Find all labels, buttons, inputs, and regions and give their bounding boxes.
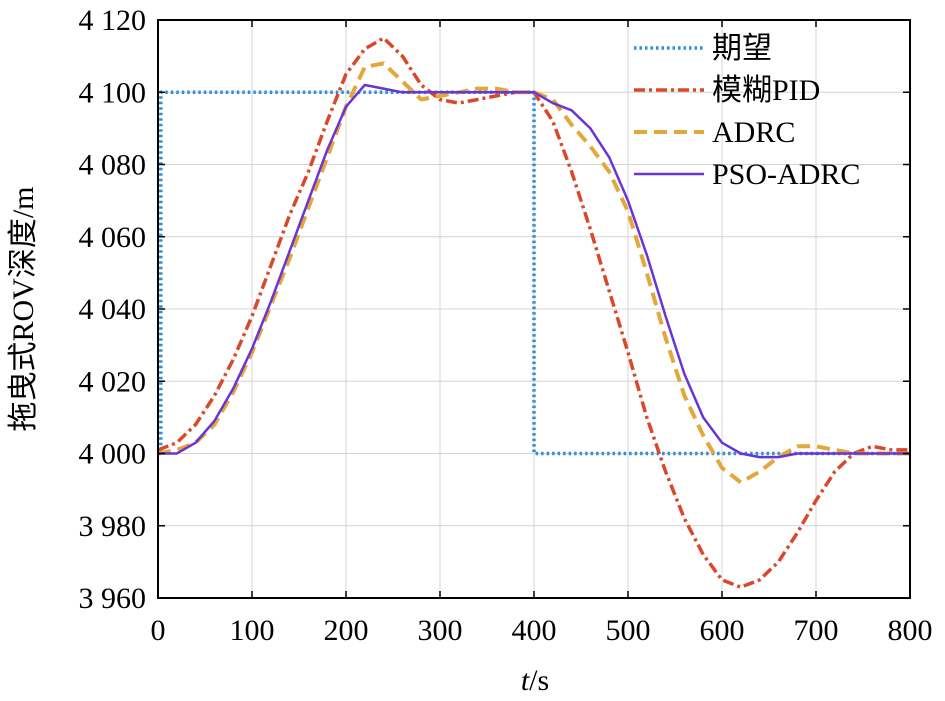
x-axis-title-unit: /s: [529, 664, 549, 697]
y-tick-label: 4 020: [79, 365, 147, 398]
legend-label: ADRC: [712, 116, 795, 149]
axis-ticks: [157, 19, 911, 599]
y-tick-label: 4 060: [79, 221, 147, 254]
x-tick-label: 800: [888, 614, 933, 647]
y-tick-label: 4 000: [79, 438, 147, 471]
x-tick-label: 500: [606, 614, 651, 647]
series-line-3: [157, 61, 910, 485]
x-tick-label: 400: [512, 614, 557, 647]
tick-labels: 0 100 200 300 400 500 600 700 800 3 960 3 980 4 000…: [79, 4, 933, 647]
x-tick-label: 600: [700, 614, 745, 647]
x-axis-title-variable: t: [521, 664, 530, 697]
y-tick-label: 3 960: [79, 582, 147, 615]
series-layer: [157, 36, 910, 589]
x-tick-label: 300: [418, 614, 463, 647]
legend-label: PSO-ADRC: [712, 158, 860, 191]
y-tick-label: 3 980: [79, 510, 147, 543]
series-line-4: [158, 83, 910, 459]
y-tick-label: 4 100: [79, 76, 147, 109]
legend-label: 期望: [712, 32, 772, 65]
legend-label: 模糊PID: [712, 74, 820, 107]
y-axis-title: 拖曳式ROV深度/m: [7, 186, 40, 431]
x-tick-label: 700: [794, 614, 839, 647]
x-tick-label: 100: [230, 614, 275, 647]
y-tick-label: 4 080: [79, 149, 147, 182]
y-tick-label: 4 040: [79, 293, 147, 326]
x-axis-title: t/s: [521, 664, 549, 697]
x-tick-label: 0: [151, 614, 166, 647]
x-tick-label: 200: [324, 614, 369, 647]
y-tick-label: 4 120: [79, 4, 147, 37]
